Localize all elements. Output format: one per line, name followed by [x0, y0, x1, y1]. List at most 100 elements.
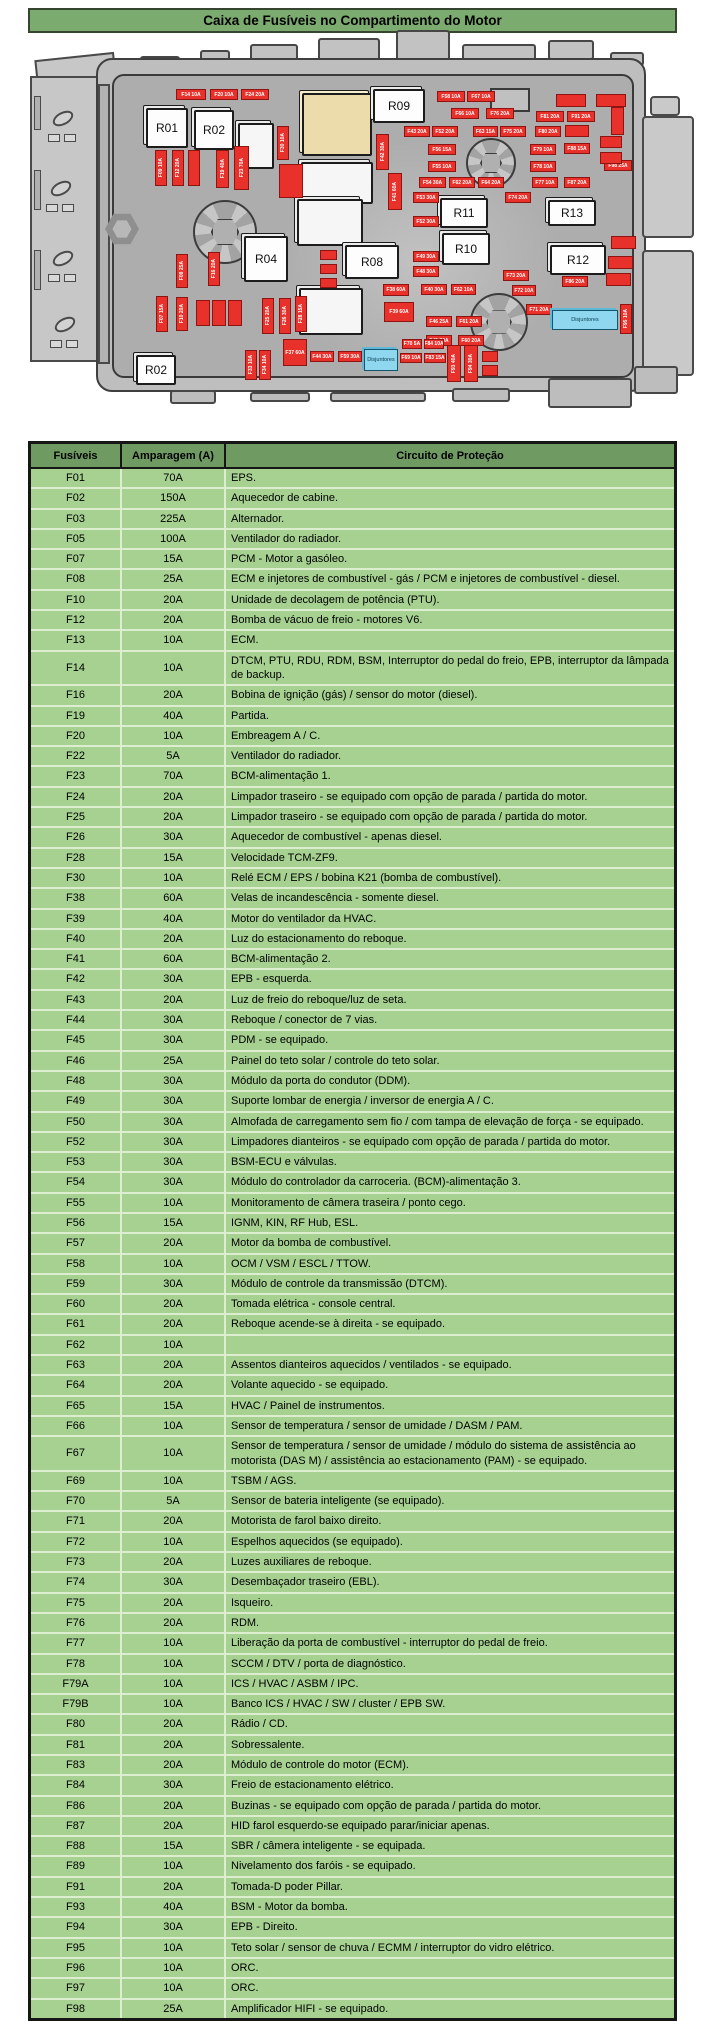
table-row: F76 20A RDM.	[28, 1611, 677, 1635]
table-row: F20 10A Embreagem A / C.	[28, 724, 677, 748]
fuse-f46: F46 25A	[426, 316, 452, 327]
table-row: F86 20A Buzinas - se equipado com opção de…	[28, 1794, 677, 1817]
table-row: F81 20A Sobressalente.	[28, 1733, 677, 1757]
fuse-f70: F70 5A	[402, 339, 422, 349]
fuse-id-cell: F80	[28, 1713, 122, 1736]
fuse-id-cell: F63	[28, 1354, 122, 1377]
fuse-id-cell: F07	[28, 548, 122, 571]
amperage-cell: 20A	[120, 1510, 226, 1533]
fuse-f40: F40 30A	[421, 284, 447, 295]
amperage-cell: 10A	[120, 1632, 226, 1655]
amperage-cell: 20A	[120, 588, 226, 612]
table-row: F79B 10A Banco ICS / HVAC / SW / cluster /…	[28, 1693, 677, 1716]
circuit-cell: BCM-alimentação 2.	[224, 948, 677, 971]
fuse-blank	[556, 94, 586, 107]
amperage-cell: 30A	[120, 1130, 226, 1154]
table-row: F70 5A Sensor de bateria inteligente (se e…	[28, 1490, 677, 1513]
table-row: F26 30A Aquecedor de combustível - apenas …	[28, 826, 677, 849]
amperage-cell: 30A	[120, 1916, 226, 1939]
fuse-id-cell: F56	[28, 1211, 122, 1235]
table-row: F44 30A Reboque / conector de 7 vias.	[28, 1009, 677, 1032]
amperage-cell: 30A	[120, 1272, 226, 1296]
fuse-f52: F52 20A	[432, 126, 458, 137]
amperage-cell: 20A	[120, 1591, 226, 1614]
fuse-id-cell: F38	[28, 887, 122, 910]
circuit-cell: Limpadores dianteiros - se equipado com …	[224, 1130, 677, 1154]
relay-r09: R09	[373, 89, 425, 123]
fuse-f28: F28 15A	[295, 296, 307, 332]
table-row: F79A 10A ICS / HVAC / ASBM / IPC.	[28, 1672, 677, 1696]
circuit-cell: HID farol esquerdo-se equipado parar/ini…	[224, 1814, 677, 1838]
fuse-id-cell: F13	[28, 629, 122, 652]
amperage-cell: 20A	[120, 988, 226, 1012]
fuse-f09: F09 10A	[155, 150, 167, 186]
fuse-f72: F72 10A	[512, 285, 536, 296]
circuit-cell: RDM.	[224, 1611, 677, 1635]
fuse-f52: F52 30A	[413, 216, 439, 227]
circuit-cell: ECM.	[224, 629, 677, 652]
fusebox-diagram: R01 R02 R04 R08 R09 R10 R11 R12 R13 R02 F14 10A F20…	[0, 0, 705, 430]
fuse-f79: F79 10A	[530, 144, 556, 155]
relay-r13: R13	[548, 200, 596, 226]
amperage-cell: 20A	[120, 1551, 226, 1574]
table-row: F07 15A PCM - Motor a gasóleo.	[28, 548, 677, 571]
fuse-id-cell: F57	[28, 1232, 122, 1255]
fuse-f49: F49 30A	[413, 251, 439, 262]
fuse-id-cell: F28	[28, 846, 122, 869]
bracket-clip	[48, 134, 60, 142]
fuse-id-cell: F24	[28, 785, 122, 809]
fuse-f33: F33 10A	[245, 350, 257, 380]
fuse-id-cell: F70	[28, 1490, 122, 1513]
amperage-cell: 30A	[120, 1090, 226, 1113]
fuse-f16: F16 20A	[208, 252, 220, 286]
table-row: F93 40A BSM - Motor da bomba.	[28, 1896, 677, 1919]
table-row: F64 20A Volante aquecido - se equipado.	[28, 1374, 677, 1397]
fuse-f83: F83 15A	[424, 353, 446, 363]
amperage-cell: 25A	[120, 1049, 226, 1072]
circuit-cell: ICS / HVAC / ASBM / IPC.	[224, 1672, 677, 1696]
fuse-blank	[279, 164, 303, 198]
circuit-cell: Isqueiro.	[224, 1591, 677, 1614]
table-row: F14 10A DTCM, PTU, RDU, RDM, BSM, Interrup…	[28, 649, 677, 687]
fuse-id-cell: F66	[28, 1414, 122, 1438]
relay-box-unlabeled	[301, 162, 373, 204]
amperage-cell: 5A	[120, 1490, 226, 1513]
circuit-cell: BSM-ECU e válvulas.	[224, 1151, 677, 1174]
circuit-cell: Módulo de controle do motor (ECM).	[224, 1753, 677, 1777]
table-row: F25 20A Limpador traseiro - se equipado co…	[28, 806, 677, 829]
fuse-blank	[188, 150, 200, 186]
fuse-blank	[482, 351, 498, 362]
fuse-f87: F87 20A	[564, 177, 590, 188]
fuse-id-cell: F05	[28, 527, 122, 551]
fuse-id-cell: F67	[28, 1435, 122, 1472]
amperage-cell: 20A	[120, 1354, 226, 1377]
fuse-f42: F42 30A	[376, 134, 389, 170]
table-row: F13 10A ECM.	[28, 629, 677, 652]
fuse-id-cell: F93	[28, 1896, 122, 1919]
fuse-id-cell: F61	[28, 1313, 122, 1336]
housing-foot	[330, 392, 426, 402]
circuit-cell: Unidade de decolagem de potência (PTU).	[224, 588, 677, 612]
fuse-blank	[611, 236, 636, 249]
fuse-f30: F30 10A	[277, 126, 289, 160]
fuse-id-cell: F76	[28, 1611, 122, 1635]
fuse-f76: F76 20A	[486, 108, 514, 119]
fuse-id-cell: F89	[28, 1855, 122, 1878]
relay-box-unlabeled	[297, 199, 363, 246]
fuse-f62: F62 10A	[451, 284, 476, 295]
circuit-breaker: Disjuntores	[364, 349, 398, 371]
amperage-cell: 10A	[120, 1977, 226, 2000]
amperage-cell: 20A	[120, 1313, 226, 1336]
fuse-id-cell: F43	[28, 988, 122, 1012]
fuse-id-cell: F79B	[28, 1693, 122, 1716]
circuit-cell: Sobressalente.	[224, 1733, 677, 1757]
fuse-id-cell: F10	[28, 588, 122, 612]
fuse-id-cell: F65	[28, 1394, 122, 1417]
side-connector	[642, 116, 694, 238]
fuse-id-cell: F79A	[28, 1672, 122, 1696]
circuit-cell: PDM - se equipado.	[224, 1029, 677, 1052]
fuse-f56: F56 15A	[428, 144, 456, 155]
fuse-id-cell: F86	[28, 1794, 122, 1817]
circuit-cell: Monitoramento de câmera traseira / ponto…	[224, 1191, 677, 1214]
